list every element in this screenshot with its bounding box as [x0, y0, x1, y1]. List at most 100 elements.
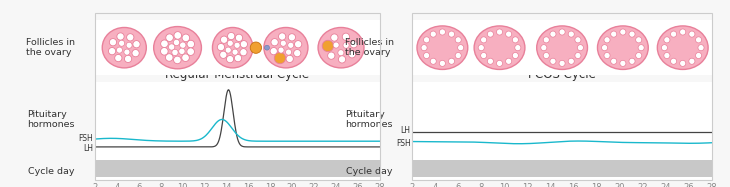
- Circle shape: [506, 31, 512, 37]
- Circle shape: [559, 29, 565, 35]
- Circle shape: [271, 39, 278, 46]
- Circle shape: [220, 36, 228, 43]
- Circle shape: [671, 58, 677, 64]
- Circle shape: [636, 37, 642, 43]
- Circle shape: [543, 53, 549, 59]
- Circle shape: [638, 45, 644, 51]
- Circle shape: [338, 50, 344, 56]
- Text: LH: LH: [83, 144, 93, 153]
- Circle shape: [180, 42, 186, 48]
- Circle shape: [132, 50, 139, 57]
- Circle shape: [604, 53, 610, 59]
- Circle shape: [620, 29, 626, 35]
- Circle shape: [279, 33, 285, 40]
- Circle shape: [173, 39, 180, 46]
- Title: Regular Menstrual Cycle: Regular Menstrual Cycle: [165, 68, 310, 81]
- Circle shape: [333, 42, 339, 48]
- Circle shape: [331, 34, 338, 41]
- Circle shape: [343, 42, 349, 48]
- Circle shape: [348, 51, 356, 58]
- Circle shape: [218, 43, 225, 51]
- Circle shape: [116, 47, 123, 53]
- Circle shape: [629, 31, 635, 37]
- Circle shape: [166, 54, 173, 61]
- Text: Pituitary
hormones: Pituitary hormones: [345, 110, 393, 129]
- Circle shape: [636, 53, 642, 59]
- Circle shape: [342, 33, 350, 40]
- Circle shape: [228, 32, 235, 40]
- Circle shape: [696, 37, 702, 43]
- Circle shape: [274, 52, 285, 64]
- Circle shape: [234, 42, 240, 48]
- Circle shape: [689, 31, 695, 37]
- Text: LH: LH: [401, 126, 411, 135]
- Circle shape: [235, 34, 242, 42]
- Circle shape: [264, 45, 269, 50]
- Circle shape: [161, 40, 168, 47]
- Circle shape: [488, 31, 493, 37]
- Circle shape: [250, 42, 261, 53]
- Circle shape: [430, 31, 437, 37]
- Ellipse shape: [154, 27, 201, 69]
- Circle shape: [488, 58, 493, 64]
- Ellipse shape: [657, 26, 708, 69]
- Circle shape: [421, 45, 427, 51]
- Circle shape: [118, 40, 125, 46]
- Circle shape: [480, 37, 487, 43]
- Ellipse shape: [102, 27, 146, 68]
- Circle shape: [115, 54, 122, 62]
- Circle shape: [480, 53, 487, 59]
- Circle shape: [448, 58, 455, 64]
- Circle shape: [133, 41, 140, 48]
- Circle shape: [288, 34, 296, 41]
- Circle shape: [124, 55, 131, 62]
- Circle shape: [664, 37, 670, 43]
- Circle shape: [559, 60, 565, 66]
- Circle shape: [187, 48, 194, 55]
- Circle shape: [478, 45, 484, 51]
- Ellipse shape: [537, 26, 588, 69]
- Circle shape: [182, 34, 190, 42]
- Circle shape: [322, 40, 334, 52]
- Circle shape: [604, 37, 610, 43]
- Circle shape: [689, 58, 695, 64]
- Circle shape: [126, 42, 132, 48]
- Circle shape: [456, 53, 461, 59]
- Circle shape: [512, 53, 518, 59]
- Circle shape: [439, 60, 445, 66]
- Circle shape: [161, 47, 168, 55]
- Circle shape: [225, 47, 231, 53]
- Circle shape: [350, 41, 358, 48]
- Ellipse shape: [474, 26, 525, 69]
- Circle shape: [227, 40, 234, 46]
- Text: FSH: FSH: [79, 134, 93, 143]
- Circle shape: [458, 45, 464, 51]
- Circle shape: [456, 37, 461, 43]
- Circle shape: [577, 45, 583, 51]
- Circle shape: [294, 41, 301, 48]
- Circle shape: [550, 31, 556, 37]
- Circle shape: [179, 48, 185, 54]
- Circle shape: [439, 29, 445, 35]
- Circle shape: [541, 45, 547, 51]
- Circle shape: [550, 58, 556, 64]
- Bar: [412, 160, 712, 177]
- Circle shape: [174, 56, 181, 64]
- Circle shape: [661, 45, 667, 51]
- Circle shape: [680, 29, 685, 35]
- Circle shape: [126, 34, 134, 41]
- Circle shape: [568, 58, 575, 64]
- Circle shape: [166, 34, 174, 42]
- Circle shape: [278, 47, 284, 53]
- Circle shape: [680, 60, 685, 66]
- Circle shape: [506, 58, 512, 64]
- Circle shape: [270, 47, 277, 55]
- Circle shape: [117, 33, 124, 40]
- Text: Cycle day: Cycle day: [346, 167, 392, 176]
- Circle shape: [172, 49, 178, 56]
- Circle shape: [602, 45, 607, 51]
- Circle shape: [611, 31, 617, 37]
- Circle shape: [620, 60, 626, 66]
- Circle shape: [629, 58, 635, 64]
- Text: Follicles in
the ovary: Follicles in the ovary: [345, 38, 393, 57]
